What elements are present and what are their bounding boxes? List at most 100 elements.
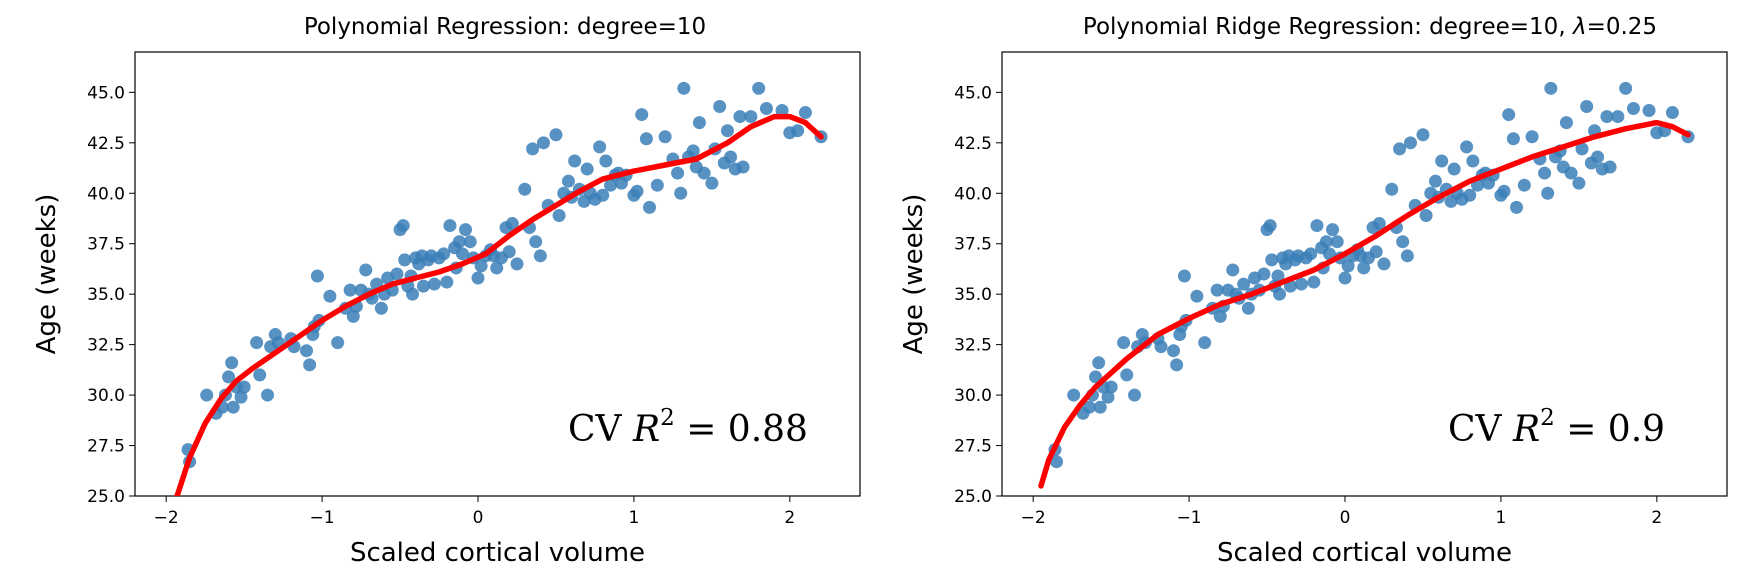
data-point [1369, 245, 1383, 259]
data-point [713, 99, 727, 113]
data-point [593, 140, 607, 154]
data-point [1665, 106, 1679, 120]
data-point [561, 174, 575, 188]
y-axis-label: Age (weeks) [899, 194, 929, 355]
x-tick-label: 0 [1340, 508, 1351, 528]
data-point [300, 344, 314, 358]
data-point [643, 200, 657, 214]
data-point [1403, 136, 1417, 150]
data-point [1591, 150, 1605, 164]
chart-title: Polynomial Regression: degree=10 [304, 14, 706, 40]
chart-title-text: Polynomial Ridge Regression: degree=10, [1083, 14, 1573, 40]
cv-prefix: CV [568, 409, 633, 450]
data-point [686, 144, 700, 158]
data-point [736, 160, 750, 174]
data-point [343, 283, 357, 297]
data-point [1198, 336, 1212, 350]
data-point [580, 162, 594, 176]
data-point [443, 219, 457, 233]
y-tick-label: 30.0 [87, 386, 125, 406]
data-point [1341, 259, 1355, 273]
data-point [261, 388, 275, 402]
data-point [396, 219, 410, 233]
data-point [791, 124, 805, 138]
x-tick-label: −2 [154, 508, 179, 528]
cv-prefix: CV [1448, 409, 1513, 450]
data-point [635, 108, 649, 122]
data-point [1326, 223, 1340, 237]
data-point [674, 186, 688, 200]
data-point [1319, 235, 1333, 249]
x-axis-label: Scaled cortical volume [350, 538, 645, 568]
data-point [471, 271, 485, 285]
data-point [1564, 166, 1578, 180]
y-tick-label: 25.0 [954, 487, 992, 507]
data-point [1541, 186, 1555, 200]
x-axis-label: Scaled cortical volume [1217, 538, 1512, 568]
data-point [455, 247, 469, 261]
data-point [331, 336, 345, 350]
data-point [474, 259, 488, 273]
data-point [346, 309, 360, 323]
data-point [1435, 154, 1449, 168]
chart-panel-left: Polynomial Regression: degree=10 25.0 27.5… [32, 14, 861, 568]
cv-r2-annotation: CV R2 = 0.88 [568, 405, 808, 450]
data-point [775, 104, 789, 118]
plot-frame [1001, 51, 1728, 497]
data-point [1167, 344, 1181, 358]
data-point [692, 116, 706, 130]
data-point [505, 217, 519, 231]
data-point [303, 358, 317, 372]
data-point [398, 253, 412, 267]
x-tick-label: −1 [310, 508, 335, 528]
y-tick-label: 42.5 [87, 134, 125, 154]
y-tick-label: 32.5 [87, 336, 125, 356]
data-point [1416, 128, 1430, 142]
regression-curve [1038, 119, 1691, 489]
data-point [1265, 253, 1279, 267]
chart-title-text: Polynomial Regression: degree=10 [304, 14, 706, 40]
data-point [1117, 336, 1131, 350]
x-tick-label: 0 [473, 508, 484, 528]
data-point [798, 106, 812, 120]
data-point [1372, 217, 1386, 231]
data-point [1510, 200, 1524, 214]
data-point [1263, 219, 1277, 233]
data-point [490, 261, 504, 275]
data-point [1538, 166, 1552, 180]
cv-value: = 0.88 [675, 409, 808, 450]
x-tick-label: 2 [784, 508, 795, 528]
data-point [510, 257, 524, 271]
data-point [1580, 99, 1594, 113]
data-point [253, 368, 267, 382]
data-point [1190, 289, 1204, 303]
data-point [374, 301, 388, 315]
data-point [463, 235, 477, 249]
cv-symbol: R [632, 409, 660, 450]
data-point [1559, 116, 1573, 130]
data-point [1600, 110, 1614, 124]
data-point [390, 267, 404, 281]
data-point [250, 336, 264, 350]
data-point [226, 400, 240, 414]
y-tick-label: 40.0 [954, 184, 992, 204]
data-point [533, 249, 547, 263]
data-point [1626, 102, 1640, 116]
data-point [1497, 184, 1511, 198]
data-point [1050, 455, 1064, 469]
data-point [1357, 261, 1371, 275]
data-point [1257, 267, 1271, 281]
data-point [1273, 287, 1287, 301]
regression-curve [174, 113, 824, 496]
data-point [1213, 309, 1227, 323]
data-point [1544, 81, 1558, 95]
data-point [630, 184, 644, 198]
chart-panel-right: Polynomial Ridge Regression: degree=10, … [899, 14, 1728, 568]
chart-title: Polynomial Ridge Regression: degree=10, … [1083, 14, 1657, 40]
data-point [427, 277, 441, 291]
data-point [1170, 358, 1184, 372]
data-point [1502, 108, 1516, 122]
data-point [677, 81, 691, 95]
data-point [1525, 130, 1539, 144]
data-point [1128, 388, 1142, 402]
